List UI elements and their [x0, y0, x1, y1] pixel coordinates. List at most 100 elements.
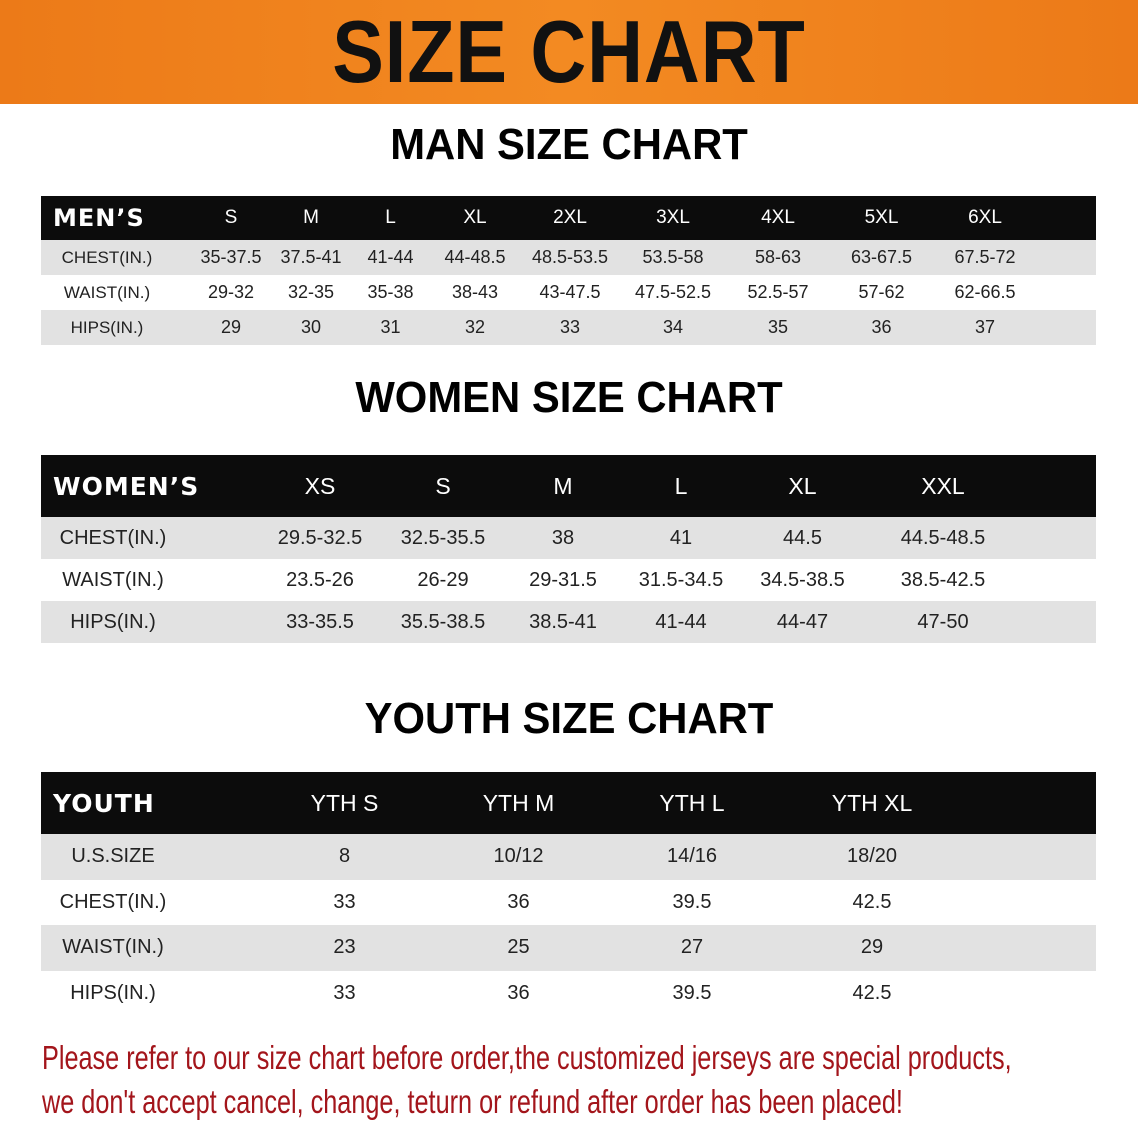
- table-cell: 36: [507, 981, 530, 1004]
- table-cell: 33: [333, 981, 356, 1004]
- table-cell: 41: [669, 526, 693, 549]
- table-cell: 38-43: [451, 282, 499, 302]
- size-header: YTH M: [482, 789, 555, 816]
- row-label: CHEST(IN.): [59, 890, 167, 913]
- table-cell: 31: [380, 317, 401, 337]
- table-cell: 63-67.5: [850, 247, 913, 267]
- table-cell: 57-62: [858, 282, 905, 302]
- women-section-title: WOMEN SIZE CHART: [355, 373, 783, 422]
- table-cell: 27: [680, 936, 704, 959]
- table-cell: 47.5-52.5: [634, 282, 712, 302]
- table-cell: 35-37.5: [200, 247, 262, 267]
- table-row: CHEST(IN.) 29.5-32.5 32.5-35.5 38 41 44.5 44.5…: [41, 517, 1096, 559]
- table-cell: 41-44: [655, 610, 707, 633]
- row-label: HIPS(IN.): [70, 317, 144, 337]
- youth-size-table: YOUTH YTH S YTH M YTH L YTH XL U.S.SIZE 8 10/12…: [41, 772, 1096, 1016]
- size-header: XS: [304, 472, 336, 499]
- table-cell: 62-66.5: [954, 282, 1016, 302]
- table-cell: 31.5-34.5: [638, 568, 724, 591]
- table-row: U.S.SIZE 8 10/12 14/16 18/20: [41, 834, 1096, 880]
- table-cell: 29.5-32.5: [277, 526, 363, 549]
- row-label: CHEST(IN.): [61, 247, 153, 267]
- header-row: MEN’S S M L XL 2XL 3XL 4XL 5XL 6XL: [41, 196, 1096, 240]
- row-label: HIPS(IN.): [70, 610, 156, 633]
- size-header: 4XL: [761, 207, 795, 228]
- table-cell: 36: [507, 890, 530, 913]
- table-cell: 18/20: [846, 845, 898, 868]
- order-notice: Please refer to our size chart before or…: [42, 1036, 1113, 1124]
- table-cell: 34.5-38.5: [760, 568, 845, 591]
- row-label: WAIST(IN.): [62, 568, 164, 591]
- youth-section-title: YOUTH SIZE CHART: [364, 694, 774, 743]
- size-header: L: [674, 472, 688, 499]
- table-cell: 44.5-48.5: [900, 526, 986, 549]
- men-section-title: MAN SIZE CHART: [390, 120, 748, 169]
- table-cell: 42.5: [852, 981, 892, 1004]
- table-cell: 8: [338, 845, 351, 868]
- table-cell: 37.5-41: [280, 247, 342, 267]
- size-header: XXL: [921, 472, 965, 499]
- table-cell: 42.5: [852, 890, 892, 913]
- table-cell: 36: [871, 317, 892, 337]
- table-row: WAIST(IN.) 23 25 27 29: [41, 925, 1096, 971]
- table-cell: 33: [559, 317, 581, 337]
- notice-line-1: Please refer to our size chart before or…: [42, 1039, 1012, 1076]
- table-corner-label: WOMEN’S: [53, 471, 200, 501]
- size-header: YTH XL: [831, 789, 913, 816]
- table-cell: 26-29: [417, 568, 469, 591]
- table-cell: 41-44: [367, 247, 414, 267]
- row-label: CHEST(IN.): [59, 526, 167, 549]
- table-cell: 33-35.5: [286, 610, 354, 633]
- table-cell: 58-63: [754, 247, 802, 267]
- table-corner-label: YOUTH: [53, 788, 155, 818]
- size-header: 3XL: [656, 207, 690, 228]
- table-cell: 35-38: [367, 282, 414, 302]
- table-row: CHEST(IN.) 33 36 39.5 42.5: [41, 879, 1096, 925]
- table-cell: 32: [464, 317, 486, 337]
- table-row: HIPS(IN.) 33-35.5 35.5-38.5 38.5-41 41-44 44-…: [41, 601, 1096, 643]
- table-cell: 14/16: [666, 845, 718, 868]
- size-header: S: [435, 472, 451, 499]
- table-corner-label: MEN’S: [53, 204, 145, 232]
- row-label: WAIST(IN.): [63, 282, 151, 302]
- men-size-table: MEN’S S M L XL 2XL 3XL 4XL 5XL 6XL CHEST(IN.) 35-37…: [41, 196, 1096, 345]
- table-cell: 29: [860, 936, 884, 959]
- size-header: YTH L: [659, 789, 725, 816]
- table-cell: 23: [333, 936, 356, 959]
- table-cell: 44-47: [776, 610, 829, 633]
- size-header: XL: [788, 472, 817, 499]
- size-header: 2XL: [553, 207, 587, 228]
- table-cell: 39.5: [672, 981, 712, 1004]
- size-header: S: [224, 207, 238, 228]
- row-label: WAIST(IN.): [62, 936, 164, 959]
- table-row: HIPS(IN.) 29 30 31 32 33 34 35 36 37: [41, 310, 1096, 345]
- size-header: M: [553, 472, 573, 499]
- table-row: WAIST(IN.) 29-32 32-35 35-38 38-43 43-47.5 47.…: [41, 275, 1096, 310]
- table-cell: 44-48.5: [444, 247, 506, 267]
- table-cell: 34: [662, 317, 684, 337]
- size-header: L: [385, 207, 396, 228]
- table-cell: 53.5-58: [642, 247, 704, 267]
- size-header: 6XL: [968, 207, 1002, 228]
- table-cell: 39.5: [672, 890, 712, 913]
- size-header: 5XL: [864, 207, 899, 228]
- table-cell: 47-50: [917, 610, 969, 633]
- table-cell: 67.5-72: [954, 247, 1016, 267]
- table-cell: 38.5-41: [529, 610, 597, 633]
- table-cell: 30: [300, 317, 322, 337]
- table-cell: 32-35: [287, 282, 335, 302]
- table-cell: 43-47.5: [539, 282, 601, 302]
- table-cell: 44.5: [783, 526, 822, 549]
- notice-line-2: we don't accept cancel, change, teturn o…: [42, 1083, 903, 1120]
- table-cell: 48.5-53.5: [531, 247, 609, 267]
- banner-title: SIZE CHART: [332, 2, 806, 101]
- table-cell: 32.5-35.5: [400, 526, 486, 549]
- size-header: YTH S: [310, 789, 379, 816]
- table-cell: 37: [974, 317, 996, 337]
- table-cell: 10/12: [493, 845, 544, 868]
- row-label: U.S.SIZE: [71, 845, 155, 868]
- table-cell: 38.5-42.5: [900, 568, 986, 591]
- table-cell: 38: [551, 526, 575, 549]
- table-cell: 29: [220, 317, 242, 337]
- title-banner: SIZE CHART: [0, 0, 1138, 104]
